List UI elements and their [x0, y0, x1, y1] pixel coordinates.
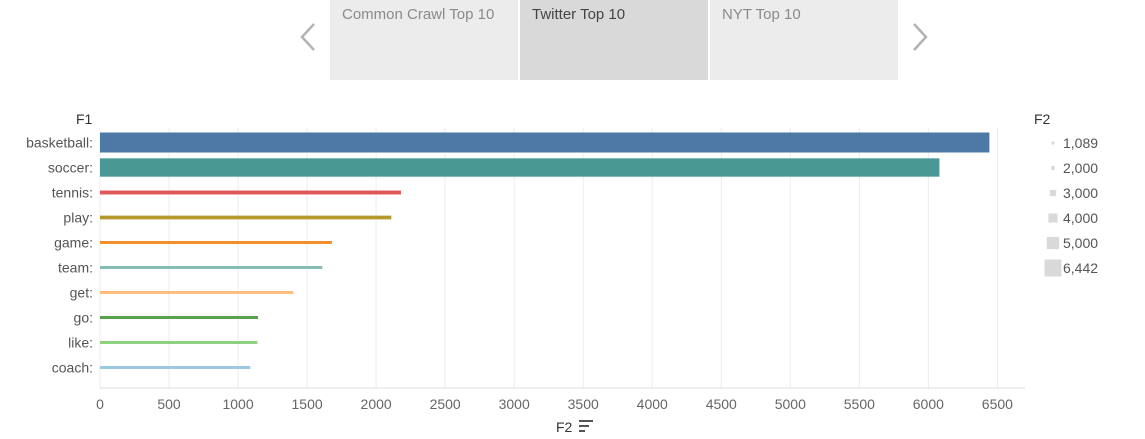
legend-entry-label: 2,000 — [1063, 160, 1098, 176]
category-label: soccer: — [48, 160, 93, 176]
bar[interactable] — [100, 266, 323, 269]
legend-entry-label: 6,442 — [1063, 260, 1098, 276]
bar[interactable] — [100, 341, 258, 344]
x-tick-label: 2000 — [361, 396, 392, 412]
row-field-label: F1 — [76, 111, 93, 127]
category-label: like: — [68, 335, 93, 351]
category-label: basketball: — [26, 135, 93, 151]
legend-swatch — [1049, 189, 1057, 197]
tab-bar: Common Crawl Top 10 Twitter Top 10 NYT T… — [330, 0, 898, 80]
tab-twitter-top-10[interactable]: Twitter Top 10 — [520, 0, 708, 80]
legend-swatch — [1051, 166, 1055, 170]
x-tick-label: 4000 — [637, 396, 668, 412]
x-tick-label: 500 — [157, 396, 181, 412]
legend-entry-label: 3,000 — [1063, 185, 1098, 201]
bars — [100, 132, 990, 369]
x-tick-label: 5000 — [775, 396, 806, 412]
category-label: game: — [54, 235, 93, 251]
legend-title: F2 — [1034, 111, 1051, 127]
legend-entry-label: 5,000 — [1063, 235, 1098, 251]
category-label: play: — [63, 210, 93, 226]
x-tick-label: 2500 — [430, 396, 461, 412]
bar[interactable] — [100, 366, 251, 369]
tab-nyt-top-10[interactable]: NYT Top 10 — [710, 0, 898, 80]
x-tick-label: 1000 — [222, 396, 253, 412]
legend-entry-label: 4,000 — [1063, 210, 1098, 226]
x-tick-label: 5500 — [844, 396, 875, 412]
sort-descending-icon[interactable] — [579, 420, 593, 432]
bar[interactable] — [100, 190, 401, 195]
bar[interactable] — [100, 132, 990, 153]
category-label: coach: — [52, 360, 93, 376]
x-tick-label: 3500 — [568, 396, 599, 412]
category-label: team: — [58, 260, 93, 276]
x-axis-title: F2 — [556, 419, 573, 435]
bar[interactable] — [100, 291, 294, 294]
size-legend: F2 1,089 2,000 3,000 4,000 5,000 6,442 — [1034, 111, 1098, 277]
bar-chart: basketball: soccer: tennis: play: game: team:… — [26, 111, 1098, 435]
bar[interactable] — [100, 241, 332, 244]
category-label: tennis: — [52, 185, 93, 201]
legend-swatch — [1044, 259, 1062, 277]
legend-entry-label: 1,089 — [1063, 135, 1098, 151]
category-label: go: — [74, 310, 93, 326]
bar[interactable] — [100, 158, 940, 177]
x-tick-label: 3000 — [499, 396, 530, 412]
legend-swatch — [1048, 213, 1058, 223]
x-axis-ticks: 0 500 1000 1500 2000 2500 3000 3500 4000 4500 5000… — [96, 396, 1013, 412]
category-labels: basketball: soccer: tennis: play: game: team:… — [26, 135, 93, 376]
bar[interactable] — [100, 215, 392, 220]
legend-swatch — [1046, 236, 1060, 250]
chevron-right-icon[interactable] — [904, 20, 934, 54]
x-tick-label: 6500 — [982, 396, 1013, 412]
category-label: get: — [70, 285, 93, 301]
bar[interactable] — [100, 316, 259, 319]
x-tick-label: 0 — [96, 396, 104, 412]
tab-common-crawl-top-10[interactable]: Common Crawl Top 10 — [330, 0, 518, 80]
x-tick-label: 1500 — [292, 396, 323, 412]
x-tick-label: 6000 — [913, 396, 944, 412]
x-tick-label: 4500 — [706, 396, 737, 412]
chevron-left-icon[interactable] — [294, 20, 324, 54]
legend-swatch — [1051, 141, 1055, 145]
